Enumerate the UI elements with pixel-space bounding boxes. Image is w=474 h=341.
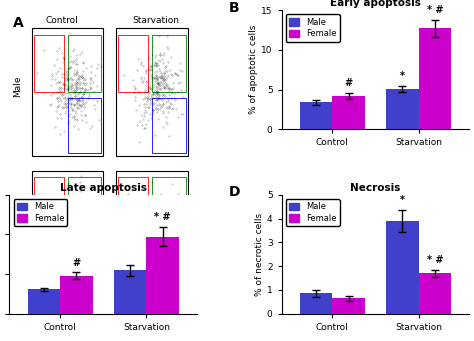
Text: *: * [400,195,405,205]
Text: Female: Female [13,212,22,245]
Text: A: A [13,16,24,30]
Text: Male: Male [13,75,22,97]
Y-axis label: % of necrotic cells: % of necrotic cells [255,213,264,296]
Bar [419,273,451,314]
Bar [60,276,92,314]
Bar [386,221,419,314]
Bar [419,29,451,129]
Text: *: * [400,71,405,81]
Bar [332,96,365,129]
Bar [146,237,179,314]
Bar [386,89,419,129]
Text: Starvation: Starvation [132,16,179,25]
Y-axis label: % of apoptotic cells: % of apoptotic cells [249,25,258,115]
Legend: Male, Female: Male, Female [286,14,339,42]
Text: D: D [229,185,240,199]
Title: Late apoptosis: Late apoptosis [60,182,147,193]
Legend: Male, Female: Male, Female [286,199,339,226]
Title: Necrosis: Necrosis [350,182,401,193]
Bar [300,294,332,314]
Text: * #: * # [427,5,443,15]
Legend: Male, Female: Male, Female [14,199,67,226]
Bar [114,270,146,314]
Bar [300,102,332,129]
Text: #: # [73,258,81,268]
Bar [28,289,60,314]
Text: #: # [345,78,353,88]
Title: Early apoptosis: Early apoptosis [330,0,421,8]
Text: * #: * # [427,255,443,265]
Text: B: B [229,1,240,15]
Bar [332,298,365,314]
Text: * #: * # [155,212,171,222]
Text: Control: Control [46,16,78,25]
